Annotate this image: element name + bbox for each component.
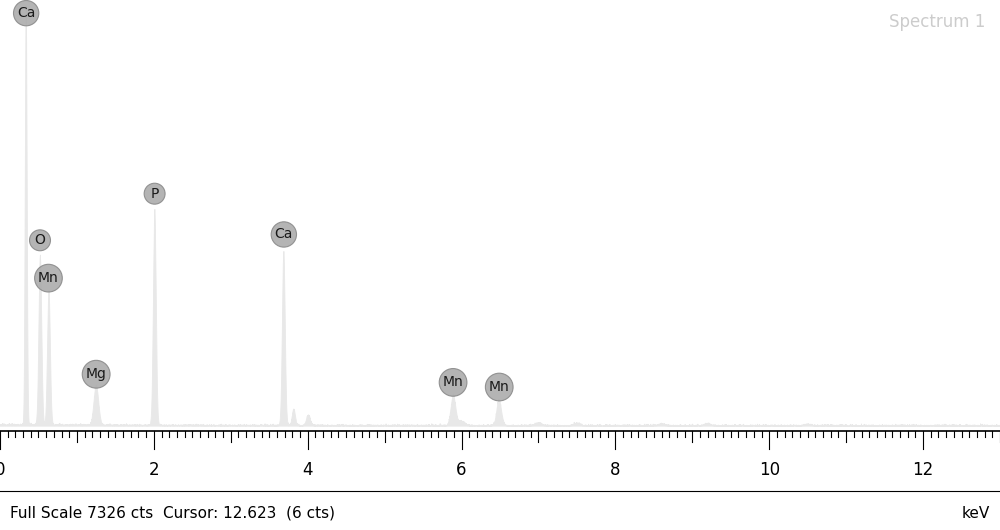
Text: 0: 0 [0, 461, 5, 479]
Text: P: P [150, 187, 159, 201]
Text: 10: 10 [759, 461, 780, 479]
Text: Ca: Ca [17, 6, 35, 20]
Text: 4: 4 [302, 461, 313, 479]
Text: Ca: Ca [275, 227, 293, 242]
Text: 6: 6 [456, 461, 467, 479]
Text: Full Scale 7326 cts  Cursor: 12.623  (6 cts): Full Scale 7326 cts Cursor: 12.623 (6 ct… [10, 506, 335, 521]
Text: 8: 8 [610, 461, 621, 479]
Text: Mn: Mn [443, 375, 463, 390]
Text: 2: 2 [149, 461, 159, 479]
Text: Mn: Mn [38, 271, 59, 285]
Text: Mn: Mn [489, 380, 510, 394]
Text: 12: 12 [912, 461, 934, 479]
Text: Mg: Mg [86, 367, 107, 381]
Text: Spectrum 1: Spectrum 1 [889, 13, 985, 31]
Text: keV: keV [962, 506, 990, 521]
Text: O: O [35, 233, 45, 248]
